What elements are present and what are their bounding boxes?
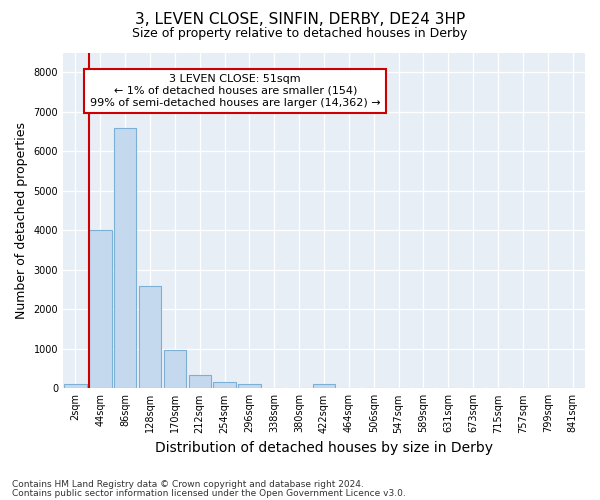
Text: 3, LEVEN CLOSE, SINFIN, DERBY, DE24 3HP: 3, LEVEN CLOSE, SINFIN, DERBY, DE24 3HP	[135, 12, 465, 28]
Text: Contains public sector information licensed under the Open Government Licence v3: Contains public sector information licen…	[12, 488, 406, 498]
Bar	[214, 382, 236, 388]
Bar	[238, 384, 260, 388]
Bar	[188, 376, 211, 388]
Bar	[89, 230, 112, 388]
Bar	[114, 128, 136, 388]
X-axis label: Distribution of detached houses by size in Derby: Distribution of detached houses by size …	[155, 441, 493, 455]
Y-axis label: Number of detached properties: Number of detached properties	[15, 122, 28, 319]
Text: 3 LEVEN CLOSE: 51sqm
← 1% of detached houses are smaller (154)
99% of semi-detac: 3 LEVEN CLOSE: 51sqm ← 1% of detached ho…	[90, 74, 380, 108]
Text: Size of property relative to detached houses in Derby: Size of property relative to detached ho…	[133, 28, 467, 40]
Bar	[139, 286, 161, 389]
Text: Contains HM Land Registry data © Crown copyright and database right 2024.: Contains HM Land Registry data © Crown c…	[12, 480, 364, 489]
Bar	[164, 350, 186, 389]
Bar	[313, 384, 335, 388]
Bar	[64, 384, 86, 388]
